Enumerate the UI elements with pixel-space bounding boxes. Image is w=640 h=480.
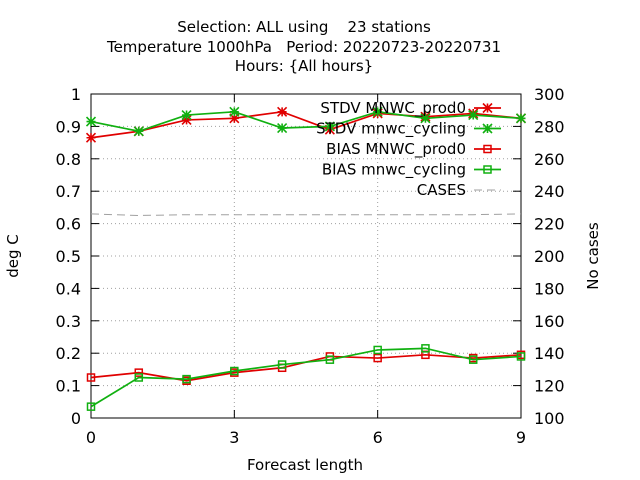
data-point-bias-mnwc-prod0 xyxy=(86,373,96,382)
y2-tick-label: 300 xyxy=(534,85,565,104)
data-point-bias-mnwc-prod0 xyxy=(373,353,382,363)
legend-label: BIAS mnwc_cycling xyxy=(322,161,466,180)
data-point-stdv-mnwc-cycling xyxy=(181,109,192,121)
y-tick-label: 0.6 xyxy=(56,215,81,234)
data-point-stdv-mnwc-prod0 xyxy=(229,113,240,124)
series-line-stdv-mnwc-cycling xyxy=(90,110,522,133)
legend-marker xyxy=(483,144,492,154)
data-point-stdv-mnwc-prod0 xyxy=(85,132,97,143)
y2-tick-label: 100 xyxy=(534,409,565,428)
x-tick-label: 9 xyxy=(516,428,526,447)
legend-marker xyxy=(483,165,492,174)
data-point-bias-mnwc-cycling xyxy=(86,402,96,411)
plot-layer: 0 0.1 0.2 0.3 0.4 0.5 0.6 0.7 0.8 0.9 1 100 120 140 16… xyxy=(56,85,565,447)
y2-tick-label: 260 xyxy=(534,150,565,169)
y-tick-label: 0.8 xyxy=(56,150,81,169)
data-point-bias-mnwc-cycling xyxy=(230,366,239,376)
y2-tick-label: 240 xyxy=(534,182,565,201)
series-line-stdv-mnwc-prod0 xyxy=(90,110,522,139)
legend-label: BIAS MNWC_prod0 xyxy=(326,140,466,159)
y2-tick-label: 120 xyxy=(534,377,565,396)
y-tick-label: 0.9 xyxy=(56,117,81,136)
y-tick-label: 0.1 xyxy=(56,377,81,396)
data-point-stdv-mnwc-prod0 xyxy=(277,106,288,117)
series-line-cases xyxy=(90,213,522,217)
y2-tick-label: 160 xyxy=(534,312,565,331)
data-point-stdv-mnwc-prod0 xyxy=(181,114,192,125)
y2-tick-label: 220 xyxy=(534,215,565,234)
data-point-bias-mnwc-cycling xyxy=(277,360,287,369)
y2-tick-label: 140 xyxy=(534,344,565,363)
data-point-bias-mnwc-cycling xyxy=(134,373,144,382)
chart-title-line-2: Temperature 1000hPa Period: 20220723-202… xyxy=(106,38,501,56)
y-tick-label: 0.7 xyxy=(56,182,81,201)
data-point-stdv-mnwc-cycling xyxy=(324,121,335,132)
data-point-stdv-mnwc-cycling xyxy=(133,126,144,137)
y-tick-label: 1 xyxy=(71,85,81,104)
series-line-bias-mnwc-prod0 xyxy=(90,353,522,382)
data-point-bias-mnwc-cycling xyxy=(421,344,430,353)
data-point-stdv-mnwc-cycling xyxy=(468,109,479,121)
x-tick-label: 6 xyxy=(373,428,383,447)
y-tick-label: 0.2 xyxy=(56,344,81,363)
legend-marker xyxy=(482,102,493,114)
chart-title-line-1: Selection: ALL using 23 stations xyxy=(177,18,431,36)
y2-tick-label: 200 xyxy=(534,247,565,266)
x-tick-label: 3 xyxy=(229,428,239,447)
data-point-bias-mnwc-prod0 xyxy=(134,368,144,377)
y-tick-label: 0 xyxy=(71,409,81,428)
data-point-stdv-mnwc-cycling xyxy=(277,122,288,134)
series-line-bias-mnwc-cycling xyxy=(90,347,522,408)
y2-tick-label: 280 xyxy=(534,117,565,136)
y-tick-label: 0.5 xyxy=(56,247,81,266)
y-axis-label: deg C xyxy=(4,234,22,278)
data-point-stdv-mnwc-cycling xyxy=(515,113,527,124)
y2-tick-label: 180 xyxy=(534,279,565,298)
data-point-bias-mnwc-cycling xyxy=(468,355,478,364)
data-point-bias-mnwc-cycling xyxy=(325,355,335,364)
x-tick-label: 0 xyxy=(86,428,96,447)
legend-label: CASES xyxy=(417,181,466,199)
chart-title-line-3: Hours: {All hours} xyxy=(235,57,373,75)
legend-label: STDV mnwc_cycling xyxy=(316,120,466,139)
data-point-stdv-mnwc-cycling xyxy=(85,116,97,127)
legend-label: STDV MNWC_prod0 xyxy=(320,99,466,118)
y-tick-label: 0.3 xyxy=(56,312,81,331)
data-point-bias-mnwc-cycling xyxy=(182,374,191,384)
x-axis-label: Forecast length xyxy=(247,456,363,474)
legend-marker xyxy=(482,123,493,134)
y2-axis-label: No cases xyxy=(584,222,602,290)
y-tick-label: 0.4 xyxy=(56,279,81,298)
data-point-stdv-mnwc-cycling xyxy=(229,106,240,117)
data-point-bias-mnwc-cycling xyxy=(373,345,382,355)
data-point-stdv-mnwc-cycling xyxy=(420,113,431,124)
data-point-stdv-mnwc-cycling xyxy=(372,106,383,117)
data-point-bias-mnwc-cycling xyxy=(516,352,526,361)
